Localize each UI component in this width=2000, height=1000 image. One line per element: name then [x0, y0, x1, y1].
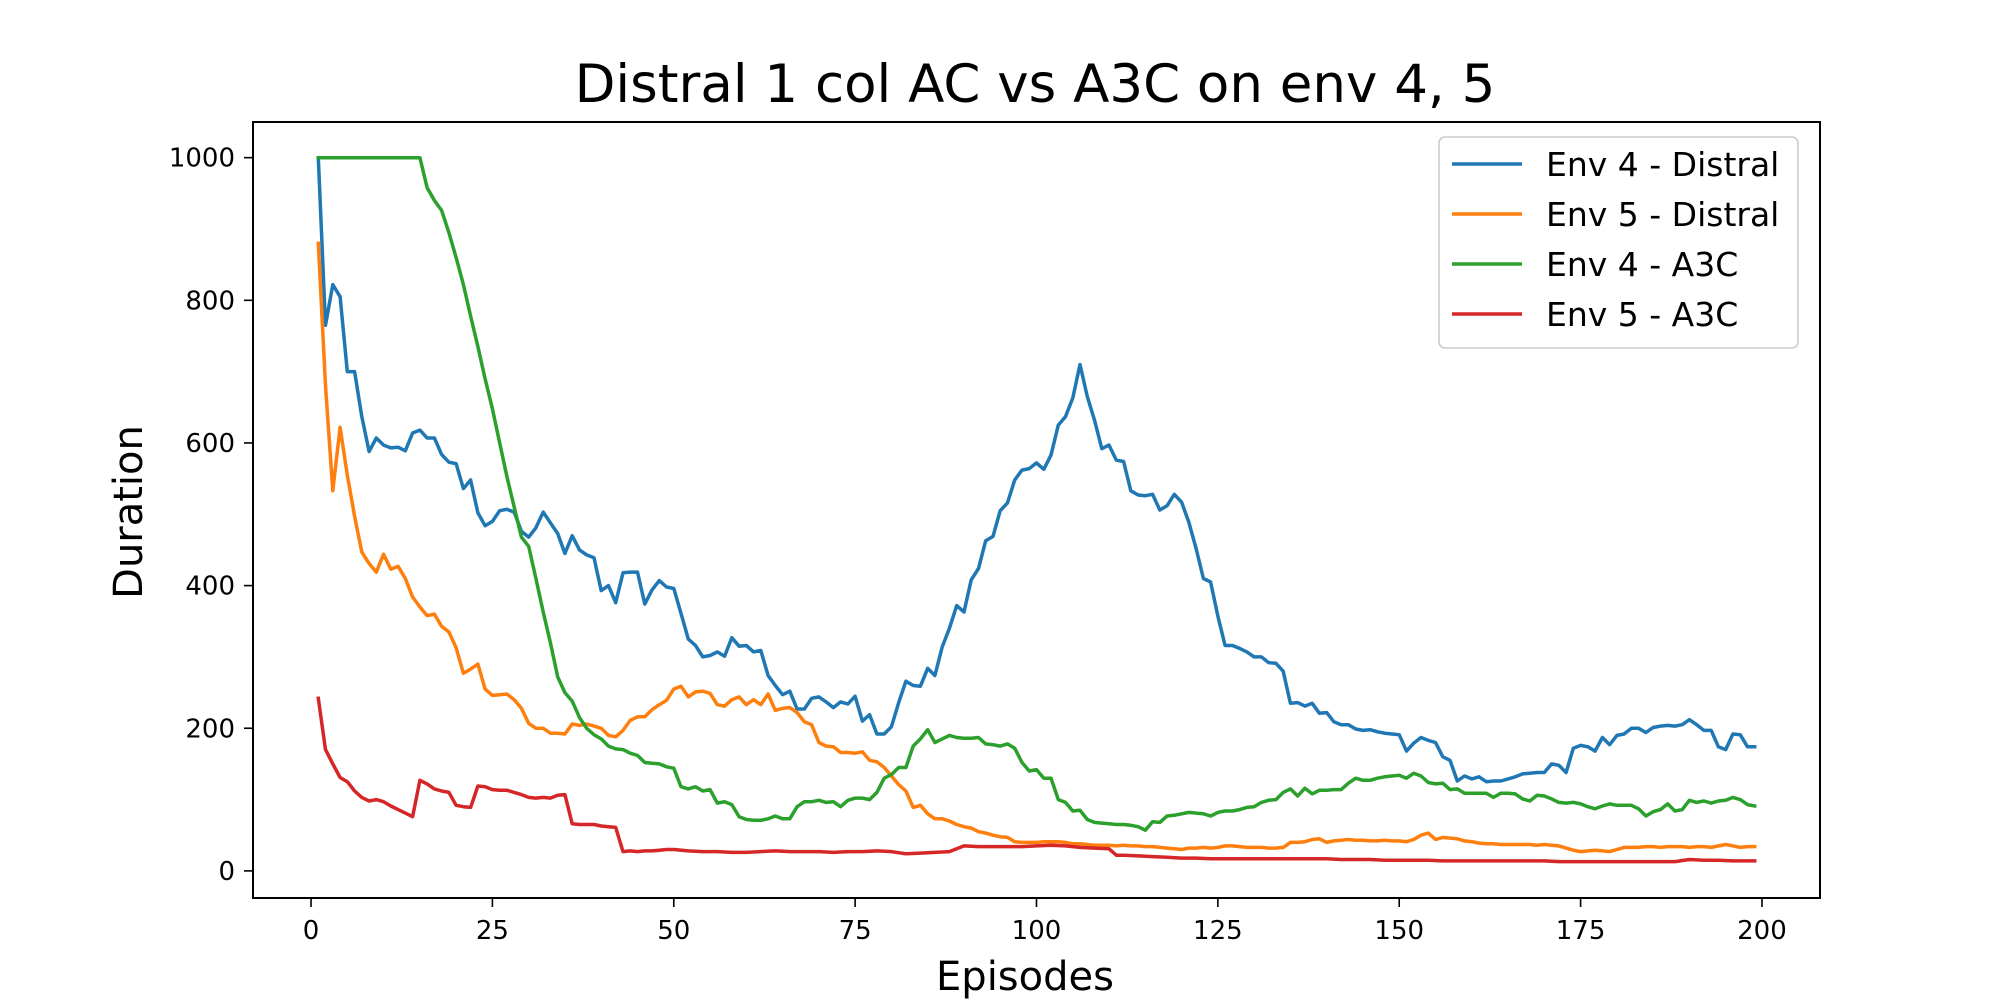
x-tick-label: 100	[1012, 916, 1062, 946]
y-tick-label: 800	[185, 286, 235, 316]
series-line-4	[316, 696, 1757, 864]
legend: Env 4 - Distral Env 5 - Distral Env 4 - A3…	[1438, 136, 1799, 349]
x-tick-label: 50	[657, 916, 690, 946]
x-axis-label: Episodes	[936, 954, 1114, 1000]
y-tick-label: 1000	[169, 144, 235, 174]
x-tick-label: 125	[1193, 916, 1243, 946]
x-tick-label: 25	[476, 916, 509, 946]
legend-label: Env 5 - Distral	[1546, 195, 1779, 234]
series-line-2	[316, 241, 1757, 854]
y-tick-label: 0	[218, 857, 235, 887]
plot-area-frame	[252, 121, 1821, 899]
legend-label: Env 5 - A3C	[1546, 295, 1738, 334]
y-tick-label: 200	[185, 714, 235, 744]
y-tick-label: 600	[185, 429, 235, 459]
x-tick-label: 75	[839, 916, 872, 946]
chart-title: Distral 1 col AC vs A3C on env 4, 5	[575, 54, 1496, 115]
series-line-1	[316, 155, 1757, 784]
x-tick-label: 150	[1374, 916, 1424, 946]
series-lines	[316, 155, 1757, 864]
x-tick-label: 200	[1737, 916, 1787, 946]
axis-ticks: 0 25 50 75 100 125 150 175 200 0 200 400 600 800 1000	[169, 144, 1787, 946]
y-tick-label: 400	[185, 572, 235, 602]
y-axis-label: Duration	[106, 425, 152, 599]
legend-label: Env 4 - A3C	[1546, 245, 1738, 284]
x-tick-label: 175	[1556, 916, 1606, 946]
x-tick-label: 0	[303, 916, 320, 946]
legend-box	[1438, 136, 1799, 349]
series-line-3	[316, 155, 1757, 832]
legend-label: Env 4 - Distral	[1546, 145, 1779, 184]
